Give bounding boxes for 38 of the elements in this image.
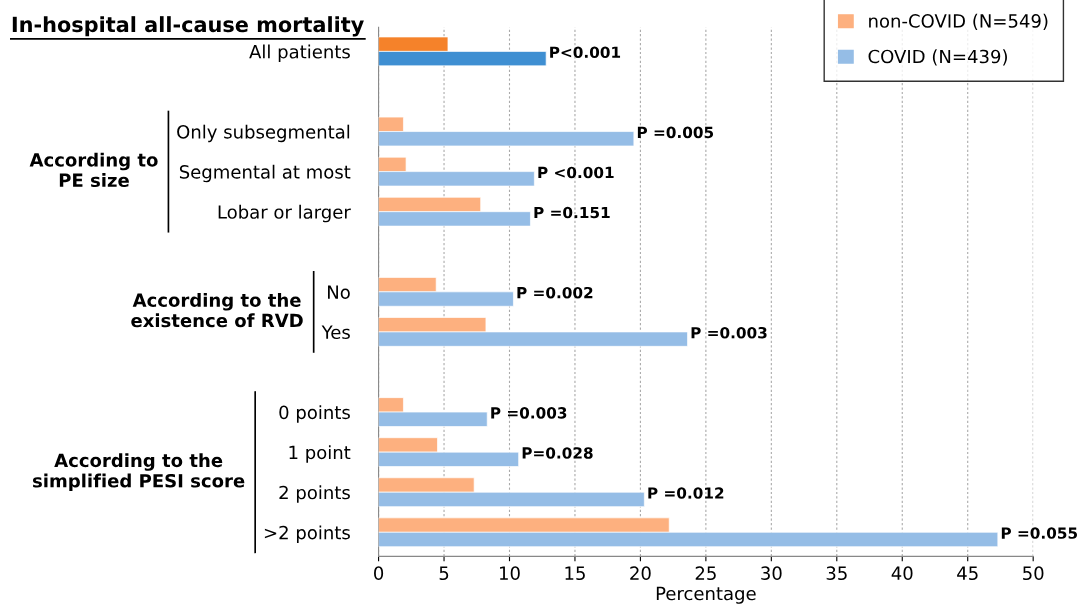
text: In-hospital all-cause mortality <box>12 16 364 37</box>
text: According to the simplified PESI score <box>32 453 245 492</box>
x-tick-label: 50 <box>1023 566 1044 581</box>
x-tick-label: 5 <box>439 566 449 581</box>
x-tick-label: 0 <box>374 566 384 581</box>
y-tick-label: All patients <box>249 44 350 63</box>
text: According to the existence of RVD <box>131 292 303 328</box>
annotation: P =0.003 <box>491 407 567 419</box>
y-tick-label: 1 point <box>289 445 351 463</box>
y-tick-label: Yes <box>321 325 350 340</box>
y-tick-label: No <box>328 285 350 299</box>
y-tick-label: Only subsegmental <box>177 124 350 143</box>
legend-label: COVID (N=439) <box>868 49 1007 66</box>
y-tick-label: 0 points <box>279 405 350 423</box>
x-tick-label: 10 <box>499 566 520 581</box>
legend-label: non-COVID (N=549) <box>869 13 1048 30</box>
x-tick-label: 15 <box>565 566 585 581</box>
annotation: P <0.001 <box>538 166 614 179</box>
annotation: P =0.003 <box>691 326 767 339</box>
annotation: P =0.005 <box>637 126 714 139</box>
annotation: P =0.055 <box>1001 527 1078 539</box>
x-tick-label: 20 <box>630 566 651 581</box>
x-tick-label: 35 <box>826 566 847 581</box>
x-tick-label: 30 <box>761 566 782 581</box>
text: According to PE size <box>29 152 158 188</box>
y-tick-label: >2 points <box>264 525 350 543</box>
annotation: P<0.001 <box>550 46 621 58</box>
x-axis-title: Percentage <box>656 586 756 604</box>
x-tick-label: 25 <box>695 566 716 581</box>
annotation: P =0.151 <box>534 206 610 219</box>
annotation: P=0.028 <box>522 447 593 459</box>
y-tick-label: 2 points <box>279 485 350 503</box>
y-tick-label: Segmental at most <box>179 164 351 183</box>
x-tick-label: 45 <box>957 566 978 581</box>
annotation: P =0.002 <box>517 286 593 299</box>
y-tick-label: Lobar or larger <box>218 204 351 223</box>
annotation: P =0.012 <box>648 487 724 499</box>
x-tick-label: 40 <box>891 566 913 581</box>
